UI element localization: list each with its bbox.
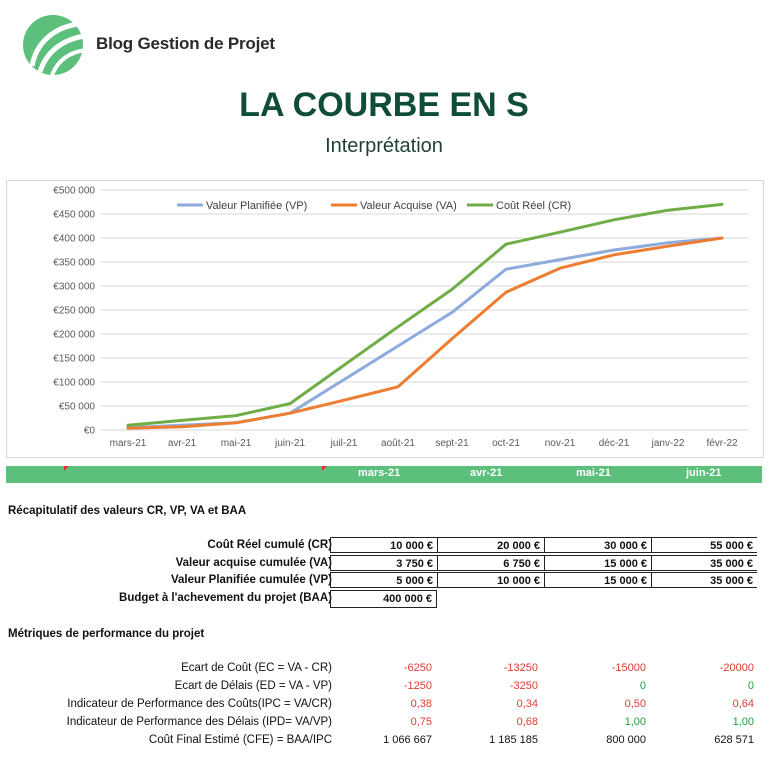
x-tick-label: févr-22 [706,438,738,449]
timeline-bar: mars-21 avr-21 mai-21 juin-21 [6,466,762,483]
page-subtitle: Interprétation [325,135,443,157]
metrics-title: Métriques de performance du projet [8,628,205,640]
metric-value: -15000 [611,662,646,674]
y-tick-label: €350 000 [53,258,95,269]
summary-cell: 15 000 € [544,572,651,588]
metric-value: 1,00 [732,716,754,728]
metric-value: 1 066 667 [383,734,432,746]
y-tick-label: €400 000 [53,234,95,245]
metric-value: 0,50 [624,698,646,710]
legend-label: Coût Réel (CR) [496,200,571,212]
metric-value: 800 000 [606,734,646,746]
y-tick-label: €100 000 [53,378,95,389]
s-curve-chart: €0 €50 000 €100 000 €150 000 €200 000 €250 00… [6,180,764,458]
summary-row-label: Valeur acquise cumulée (VA) [175,557,332,569]
y-tick-label: €500 000 [53,186,95,197]
x-tick-label: janv-22 [651,438,685,449]
summary-cell: 10 000 € [330,537,437,553]
metric-row-label: Coût Final Estimé (CFE) = BAA/IPC [148,734,332,746]
y-tick-label: €250 000 [53,306,95,317]
metric-value: -6250 [403,662,432,674]
legend-label: Valeur Acquise (VA) [360,200,457,212]
metric-row-label: Indicateur de Performance des Coûts(IPC … [67,698,332,710]
baa-value: 400 000 € [330,590,437,608]
timeline-month: avr-21 [470,467,503,479]
x-tick-label: juin-21 [274,438,305,449]
metric-row-label: Ecart de Délais (ED = VA - VP) [174,680,332,692]
x-tick-label: mars-21 [110,438,147,449]
summary-cell: 3 750 € [330,555,437,571]
timeline-month: mars-21 [358,467,401,479]
metric-value: 0,75 [410,716,432,728]
metric-value: 0,38 [410,698,432,710]
timeline-month: mai-21 [576,467,611,479]
summary-cell: 35 000 € [651,572,757,588]
timeline-month: juin-21 [686,467,722,479]
y-tick-label: €150 000 [53,354,95,365]
summary-cell: 20 000 € [437,537,544,553]
x-tick-label: août-21 [381,438,415,449]
metric-value: 0 [639,680,646,692]
summary-cell: 30 000 € [544,537,651,553]
metric-value: -3250 [509,680,538,692]
metric-value: 628 571 [714,734,754,746]
summary-row-label: Valeur Planifiée cumulée (VP) [170,574,332,586]
x-tick-label: déc-21 [599,438,630,449]
brand-name: Blog Gestion de Projet [96,34,275,53]
summary-cell: 35 000 € [651,555,757,571]
x-tick-label: avr-21 [168,438,197,449]
summary-cell: 55 000 € [651,537,757,553]
y-tick-label: €450 000 [53,210,95,221]
metric-value: -1250 [403,680,432,692]
metric-value: 0,34 [516,698,538,710]
marker-triangle-icon [322,466,327,471]
metric-row-label: Indicateur de Performance des Délais (IP… [66,716,332,728]
x-tick-label: mai-21 [221,438,252,449]
summary-row-label: Budget à l'achevement du projet (BAA) [119,592,332,604]
summary-row-label: Coût Réel cumulé (CR) [207,539,332,551]
series-line-va [126,236,724,430]
metric-value: -20000 [719,662,754,674]
metric-value: -13250 [503,662,538,674]
y-tick-label: €50 000 [59,402,96,413]
y-tick-label: €0 [84,426,96,437]
series-line-cr [126,202,724,427]
x-tick-label: oct-21 [492,438,520,449]
x-tick-label: nov-21 [545,438,576,449]
metric-value: 1 185 185 [489,734,538,746]
x-tick-label: sept-21 [435,438,469,449]
summary-cell: 10 000 € [437,572,544,588]
summary-cell: 15 000 € [544,555,651,571]
brand-logo-icon [23,15,87,76]
legend-label: Valeur Planifiée (VP) [206,200,307,212]
page-title: LA COURBE EN S [239,86,529,124]
metric-value: 0,68 [516,716,538,728]
metric-value: 0 [747,680,754,692]
summary-title: Récapitulatif des valeurs CR, VP, VA et … [8,505,247,517]
summary-cell: 5 000 € [330,572,437,588]
chart-canvas: €0 €50 000 €100 000 €150 000 €200 000 €250 00… [53,186,749,449]
series-line-vp [126,236,724,430]
metric-value: 0,64 [732,698,754,710]
metric-row-label: Ecart de Coût (EC = VA - CR) [181,662,332,674]
y-tick-label: €300 000 [53,282,95,293]
metric-value: 1,00 [624,716,646,728]
marker-triangle-icon [64,466,69,471]
summary-cell: 6 750 € [437,555,544,571]
x-tick-label: juil-21 [330,438,358,449]
y-tick-label: €200 000 [53,330,95,341]
